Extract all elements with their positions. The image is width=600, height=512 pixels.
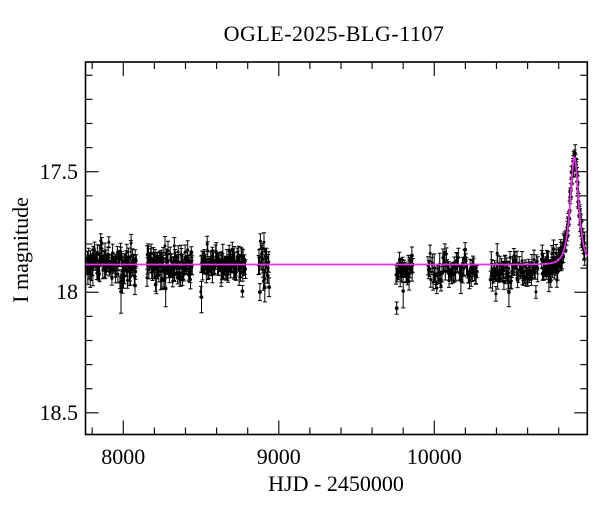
axis-ticks [85,62,588,435]
y-tick-label: 18.5 [39,399,79,425]
y-tick-label: 17.5 [39,158,79,184]
x-tick-label: 8000 [101,444,146,469]
model-curve [85,155,589,266]
x-tick-label: 9000 [256,444,301,469]
x-tick-label: 10000 [406,444,462,469]
error-bars [85,144,587,315]
chart-title: OGLE-2025-BLG-1107 [223,21,445,46]
plot-frame [84,61,589,436]
x-axis-label: HJD - 2450000 [268,471,404,496]
y-tick-label: 18 [56,279,78,305]
